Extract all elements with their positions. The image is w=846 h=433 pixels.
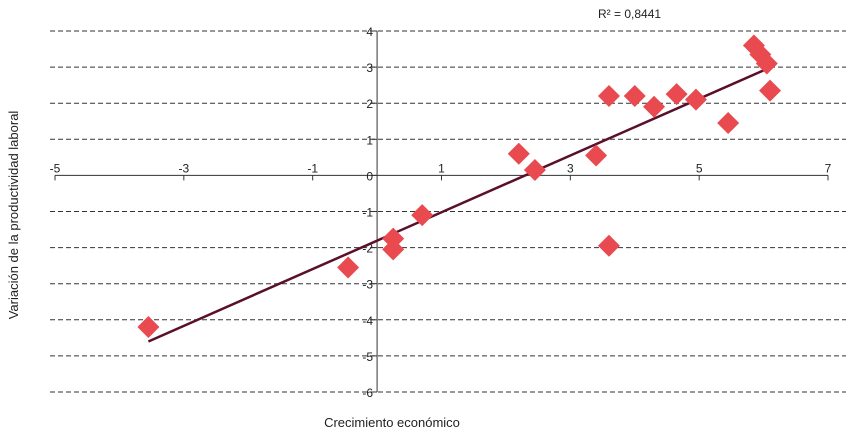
data-point	[759, 79, 782, 102]
trendline-group	[147, 67, 768, 343]
data-point	[665, 83, 688, 106]
data-point	[717, 112, 740, 135]
data-point	[337, 256, 360, 279]
y-tick-label: -4	[362, 314, 373, 328]
data-point	[755, 52, 778, 75]
y-tick-label: -1	[362, 206, 373, 220]
y-tick-label: -2	[362, 242, 373, 256]
data-point	[597, 234, 620, 257]
y-tick-label: 3	[366, 61, 373, 75]
y-tick-label: 1	[366, 133, 373, 147]
x-axis-label: Crecimiento económico	[324, 415, 460, 430]
data-point	[507, 142, 530, 165]
data-point	[684, 88, 707, 111]
x-tick-label: -3	[178, 161, 189, 175]
data-point	[585, 144, 608, 167]
tick-labels: -5 -3 -1 1 3 5 7 4 3 2 1 0 -1 -2 -3 -4 -5 -6	[50, 25, 832, 400]
x-tick-label: -1	[307, 161, 318, 175]
x-tick-label: 7	[825, 161, 832, 175]
x-tick-label: 5	[696, 161, 703, 175]
y-tick-label: 2	[366, 97, 373, 111]
trendline	[147, 67, 768, 343]
data-points	[137, 34, 782, 339]
y-tick-label: -5	[362, 350, 373, 364]
axes	[54, 30, 829, 393]
r-squared-annotation: R² = 0,8441	[598, 7, 661, 21]
data-point	[411, 204, 434, 227]
data-point	[623, 84, 646, 107]
data-point	[597, 84, 620, 107]
data-point	[382, 238, 405, 261]
grid-lines	[50, 30, 846, 393]
y-tick-label: 0	[366, 169, 373, 183]
data-point	[643, 95, 666, 118]
x-tick-label: -5	[50, 161, 61, 175]
y-tick-label: -3	[362, 278, 373, 292]
y-tick-label: 4	[366, 25, 373, 39]
y-tick-label: -6	[362, 386, 373, 400]
x-tick-label: 1	[438, 161, 445, 175]
data-point	[137, 316, 160, 339]
data-point	[523, 158, 546, 181]
x-tick-label: 3	[567, 161, 574, 175]
y-axis-label: Variación de la productividad laboral	[6, 111, 21, 320]
